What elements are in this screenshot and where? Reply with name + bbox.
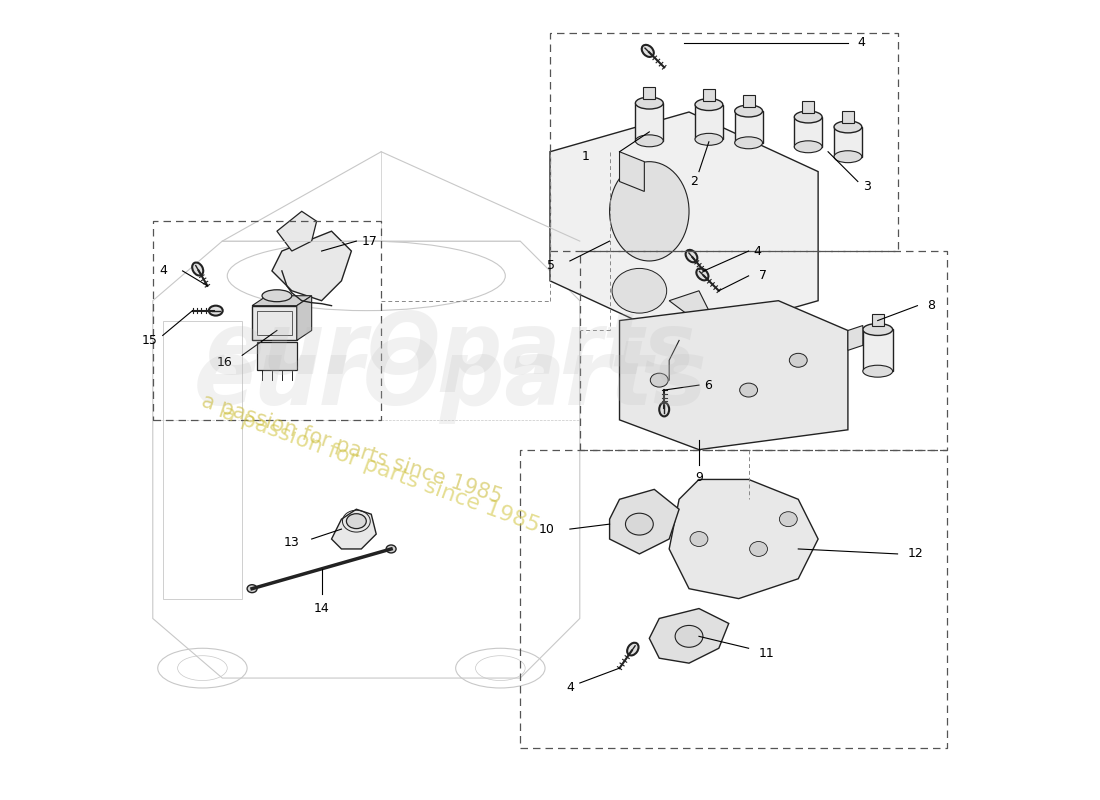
Text: 5: 5: [547, 259, 556, 273]
Ellipse shape: [794, 111, 822, 123]
Bar: [257, 310, 292, 335]
Ellipse shape: [675, 626, 703, 647]
Text: 11: 11: [759, 646, 774, 660]
Polygon shape: [297, 296, 311, 341]
Bar: [703, 89, 715, 101]
Bar: [695, 105, 723, 139]
Polygon shape: [669, 290, 708, 315]
Text: 14: 14: [314, 602, 330, 615]
Text: 4: 4: [858, 36, 866, 49]
Ellipse shape: [192, 262, 204, 275]
Text: eurOparts: eurOparts: [206, 309, 696, 392]
Text: a passion for parts since 1985: a passion for parts since 1985: [220, 402, 543, 537]
Bar: [794, 117, 822, 146]
Ellipse shape: [262, 290, 292, 302]
Bar: [735, 111, 762, 142]
Text: 7: 7: [759, 270, 767, 282]
Bar: [862, 330, 892, 371]
Ellipse shape: [650, 373, 668, 387]
Polygon shape: [550, 112, 818, 341]
Bar: [742, 95, 755, 107]
Text: a passion for parts since 1985: a passion for parts since 1985: [198, 391, 504, 508]
Polygon shape: [848, 326, 862, 350]
Ellipse shape: [690, 531, 708, 546]
Ellipse shape: [685, 250, 697, 262]
Ellipse shape: [780, 512, 798, 526]
Text: 2: 2: [690, 175, 697, 188]
Text: 4: 4: [160, 265, 167, 278]
Bar: [252, 306, 297, 341]
Ellipse shape: [612, 269, 667, 313]
Bar: [257, 342, 297, 370]
Text: 17: 17: [361, 234, 377, 248]
Text: 6: 6: [704, 378, 712, 392]
Ellipse shape: [664, 381, 674, 389]
Ellipse shape: [834, 121, 861, 133]
Text: 4: 4: [754, 245, 761, 258]
Polygon shape: [619, 301, 848, 450]
Ellipse shape: [834, 150, 861, 162]
Bar: [871, 314, 883, 326]
Text: 9: 9: [695, 471, 703, 484]
Text: 15: 15: [142, 334, 157, 347]
Polygon shape: [277, 211, 317, 251]
Polygon shape: [619, 152, 645, 191]
Polygon shape: [649, 609, 728, 663]
Ellipse shape: [794, 141, 822, 153]
Ellipse shape: [695, 134, 723, 146]
Ellipse shape: [749, 542, 768, 557]
Ellipse shape: [346, 514, 366, 529]
Ellipse shape: [695, 98, 723, 110]
Text: 10: 10: [539, 522, 556, 535]
Ellipse shape: [696, 268, 708, 280]
Text: 3: 3: [862, 180, 871, 193]
Ellipse shape: [386, 545, 396, 553]
Ellipse shape: [627, 642, 638, 655]
Ellipse shape: [735, 105, 762, 117]
Ellipse shape: [626, 514, 653, 535]
Polygon shape: [331, 510, 376, 549]
Ellipse shape: [248, 585, 257, 593]
Polygon shape: [669, 479, 818, 598]
Text: 12: 12: [908, 547, 923, 561]
Text: eurOparts: eurOparts: [194, 336, 707, 424]
Ellipse shape: [636, 97, 663, 109]
Bar: [163, 321, 242, 598]
Ellipse shape: [659, 402, 669, 416]
Bar: [636, 103, 663, 141]
Ellipse shape: [636, 135, 663, 146]
Ellipse shape: [609, 162, 689, 261]
Text: 4: 4: [565, 682, 574, 694]
Bar: [644, 87, 656, 99]
Ellipse shape: [862, 323, 892, 335]
Bar: [834, 127, 861, 157]
Ellipse shape: [641, 45, 653, 57]
Bar: [802, 101, 814, 113]
Polygon shape: [272, 231, 351, 301]
Text: 1: 1: [582, 150, 590, 163]
Ellipse shape: [790, 354, 807, 367]
Ellipse shape: [862, 366, 892, 377]
Text: 13: 13: [284, 535, 299, 549]
Text: 8: 8: [927, 299, 935, 312]
Polygon shape: [609, 490, 679, 554]
Ellipse shape: [739, 383, 758, 397]
Ellipse shape: [735, 137, 762, 149]
Ellipse shape: [209, 306, 222, 315]
Bar: [842, 111, 854, 123]
Polygon shape: [252, 296, 311, 306]
Text: 16: 16: [217, 356, 232, 369]
